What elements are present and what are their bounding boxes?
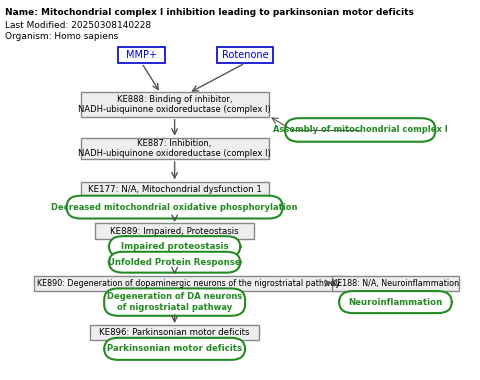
Text: KE896: Parkinsonian motor deficits: KE896: Parkinsonian motor deficits <box>99 328 250 337</box>
FancyBboxPatch shape <box>104 288 245 316</box>
FancyBboxPatch shape <box>339 291 452 313</box>
FancyBboxPatch shape <box>104 338 245 360</box>
FancyBboxPatch shape <box>332 276 459 291</box>
FancyBboxPatch shape <box>217 47 273 63</box>
Text: KE887: Inhibition,
NADH-ubiquinone oxidoreductase (complex I): KE887: Inhibition, NADH-ubiquinone oxido… <box>78 138 271 158</box>
Text: KE890: Degeneration of dopaminergic neurons of the nigrostriatal pathway: KE890: Degeneration of dopaminergic neur… <box>37 279 340 288</box>
FancyBboxPatch shape <box>67 196 283 218</box>
Text: KE188: N/A, Neuroinflammation: KE188: N/A, Neuroinflammation <box>332 279 459 288</box>
FancyBboxPatch shape <box>90 325 259 340</box>
Text: Impaired proteostasis: Impaired proteostasis <box>121 242 228 251</box>
Text: Organism: Homo sapiens: Organism: Homo sapiens <box>5 32 118 41</box>
Text: KE889: Impaired, Proteostasis: KE889: Impaired, Proteostasis <box>110 226 239 236</box>
FancyBboxPatch shape <box>81 182 269 198</box>
Text: KE177: N/A, Mitochondrial dysfunction 1: KE177: N/A, Mitochondrial dysfunction 1 <box>88 185 262 195</box>
Text: Decreased mitochondrial oxidative phosphorylation: Decreased mitochondrial oxidative phosph… <box>51 203 298 212</box>
FancyBboxPatch shape <box>109 252 240 273</box>
FancyBboxPatch shape <box>118 47 165 63</box>
FancyBboxPatch shape <box>95 223 254 239</box>
Text: Unfolded Protein Response: Unfolded Protein Response <box>108 258 241 267</box>
Text: Degeneration of DA neurons
of nigrostriatal pathway: Degeneration of DA neurons of nigrostria… <box>107 292 242 312</box>
FancyBboxPatch shape <box>109 236 240 257</box>
Text: Name: Mitochondrial complex I inhibition leading to parkinsonian motor deficits: Name: Mitochondrial complex I inhibition… <box>5 8 414 17</box>
Text: Assembly of mitochondrial complex I: Assembly of mitochondrial complex I <box>273 125 447 135</box>
Text: Neuroinflammation: Neuroinflammation <box>348 298 443 307</box>
FancyBboxPatch shape <box>81 138 269 159</box>
Text: KE888: Binding of inhibitor,
NADH-ubiquinone oxidoreductase (complex I): KE888: Binding of inhibitor, NADH-ubiqui… <box>78 95 271 114</box>
Text: Rotenone: Rotenone <box>222 50 268 60</box>
FancyBboxPatch shape <box>81 92 269 117</box>
Text: Parkinsonian motor deficits: Parkinsonian motor deficits <box>107 344 242 353</box>
Text: MMP+: MMP+ <box>126 50 157 60</box>
FancyBboxPatch shape <box>285 118 435 142</box>
Text: Last Modified: 20250308140228: Last Modified: 20250308140228 <box>5 21 151 30</box>
FancyBboxPatch shape <box>34 276 344 291</box>
